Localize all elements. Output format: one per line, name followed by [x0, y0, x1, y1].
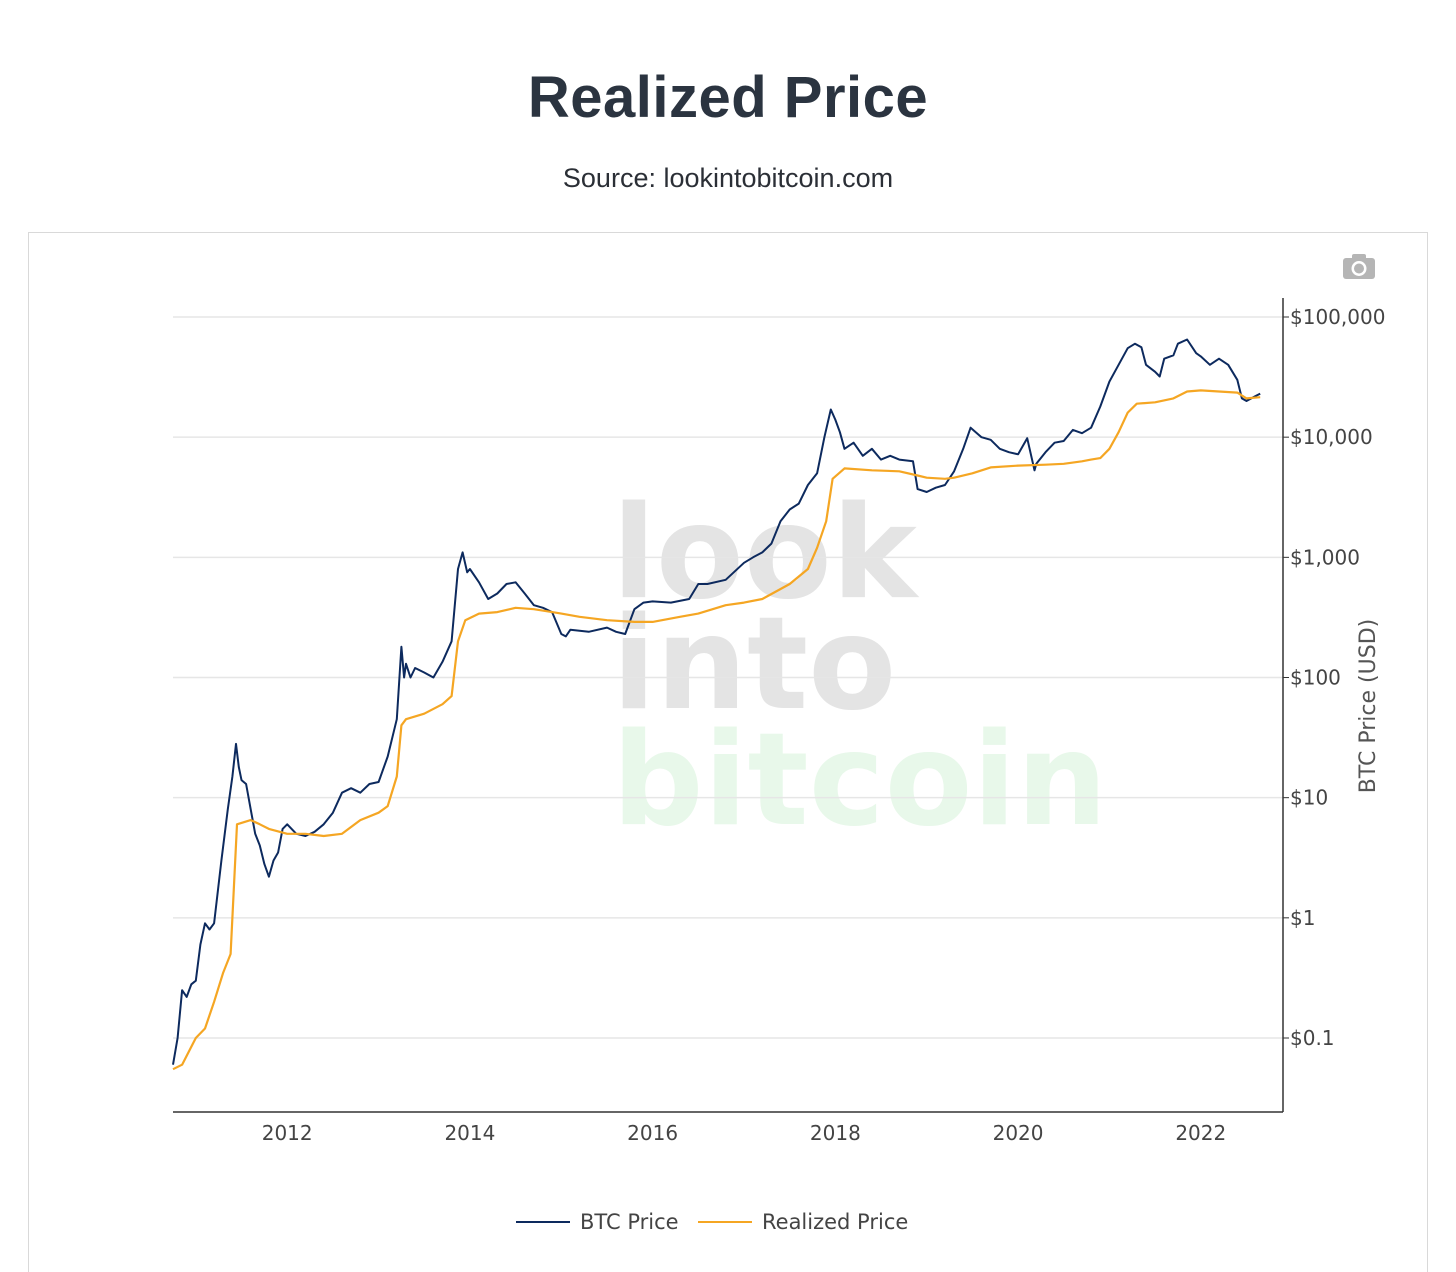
camera-icon[interactable] — [1342, 252, 1376, 280]
y-tick-label: $10,000 — [1290, 425, 1373, 449]
legend-swatch-realized — [698, 1221, 752, 1223]
y-axis-label: BTC Price (USD) — [1356, 619, 1381, 793]
x-tick-label: 2022 — [1175, 1121, 1226, 1145]
source-caption: Source: lookintobitcoin.com — [562, 163, 894, 193]
legend-label-btc: BTC Price — [580, 1210, 679, 1234]
legend: BTC Price Realized Price — [0, 1206, 1456, 1240]
chart-frame — [28, 232, 1428, 1272]
y-tick-label: $100 — [1290, 666, 1341, 690]
watermark-bitcoin: bitcoin — [612, 706, 1108, 855]
series-line-realized-price — [172, 389, 1261, 1071]
x-tick-label: 2014 — [444, 1121, 495, 1145]
legend-label-realized: Realized Price — [762, 1210, 909, 1234]
watermark-look: look — [612, 479, 920, 628]
series-lines — [172, 338, 1261, 1071]
y-tick-label: $100,000 — [1290, 305, 1385, 329]
y-tick-label: $10 — [1290, 786, 1328, 810]
watermark-into: into — [612, 590, 896, 739]
legend-item-realized-price[interactable]: Realized Price — [698, 1210, 908, 1234]
legend-item-btc-price[interactable]: BTC Price — [516, 1210, 679, 1234]
series-line-btc-price — [172, 338, 1261, 1065]
x-tick-label: 2020 — [993, 1121, 1044, 1145]
y-tick-label: $1,000 — [1290, 545, 1360, 569]
axes: $0.1 $1 $10 $100 $1,000 $10,000 $100,000 2012 20… — [173, 298, 1385, 1145]
page-title: Realized Price — [527, 65, 929, 130]
y-tick-label: $0.1 — [1290, 1026, 1335, 1050]
watermark: look into bitcoin — [612, 479, 1108, 855]
grid-lines — [173, 316, 1283, 1039]
x-tick-label: 2018 — [810, 1121, 861, 1145]
y-tick-label: $1 — [1290, 906, 1315, 930]
legend-swatch-btc — [516, 1221, 570, 1223]
x-tick-label: 2012 — [262, 1121, 313, 1145]
x-tick-label: 2016 — [627, 1121, 678, 1145]
